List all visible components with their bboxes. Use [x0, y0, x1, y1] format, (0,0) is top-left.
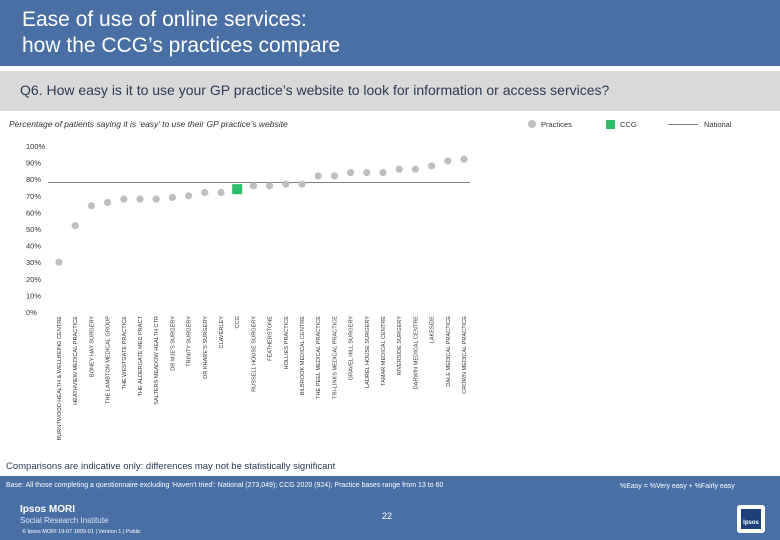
- category-label: LAKESIDE: [430, 316, 436, 344]
- y-tick-label: 100%: [26, 142, 46, 151]
- ipsos-logo-text: Ipsos: [741, 509, 761, 529]
- practice-marker: [363, 168, 371, 177]
- copyright-text: © Ipsos MORI 19-07 1809-01 | Version 1 |…: [22, 529, 141, 535]
- practice-marker: [395, 165, 403, 173]
- slide-title-line-2: how the CCG’s practices compare: [22, 34, 341, 57]
- legend-ccg-label: CCG: [620, 119, 637, 129]
- practice-marker: [282, 180, 290, 188]
- ipsos-logo-icon: Ipsos: [737, 505, 765, 533]
- y-tick-label: 50%: [26, 225, 41, 234]
- category-label: THE WESTGATE PRACTICE: [122, 316, 128, 390]
- practice-marker: [379, 168, 387, 177]
- category-label: BONEY HAY SURGERY: [89, 316, 95, 377]
- category-label: SALTERS MEADOW HEALTH CTR: [154, 316, 160, 405]
- legend-practices-label: Practices: [541, 119, 572, 129]
- easy-definition: %Easy = %Very easy + %Fairly easy: [620, 483, 735, 490]
- y-tick-label: 0%: [26, 308, 37, 317]
- category-label: GRAVEL HILL SURGERY: [349, 316, 355, 381]
- category-label: THE PEEL MEDICAL PRACTICE: [316, 316, 322, 399]
- category-label: CCG: [235, 316, 241, 328]
- practice-marker: [104, 198, 112, 207]
- practice-marker-icon: [528, 120, 536, 128]
- legend-ccg: CCG: [606, 117, 637, 131]
- category-label: CLAVERLEY: [219, 316, 225, 349]
- y-tick-label: 90%: [26, 159, 41, 168]
- y-tick-label: 60%: [26, 208, 41, 217]
- category-label: HOLLIES PRACTICE: [284, 316, 290, 370]
- y-tick-label: 30%: [26, 258, 41, 267]
- legend-national-label: National: [704, 119, 732, 129]
- practice-marker: [249, 182, 257, 190]
- question-text: Q6. How easy is it to use your GP practi…: [20, 82, 610, 98]
- category-label: TRI-LINKS MEDICAL PRACTICE: [332, 316, 338, 399]
- question-bar: Q6. How easy is it to use your GP practi…: [0, 71, 780, 111]
- practice-marker: [347, 168, 355, 177]
- practice-marker: [185, 192, 193, 200]
- category-label: CROWN MEDICAL PRACTICE: [462, 316, 468, 394]
- national-line-icon: [668, 123, 698, 125]
- y-tick-label: 70%: [26, 192, 41, 201]
- base-note: Base: All those completing a questionnai…: [6, 482, 444, 489]
- slide-title-line-1: Ease of use of online services:: [22, 8, 307, 31]
- y-tick-label: 80%: [26, 175, 41, 184]
- practice-marker: [298, 180, 306, 188]
- category-label: DARWIN MEDICAL CENTRE: [413, 316, 419, 390]
- practice-marker: [120, 195, 128, 203]
- category-label: TAMAR MEDICAL CENTRE: [381, 316, 387, 386]
- practice-marker: [152, 195, 160, 203]
- page-number: 22: [382, 511, 393, 521]
- practice-marker: [428, 162, 436, 170]
- category-label: DALE MEDICAL PRACTICE: [446, 316, 452, 387]
- base-bar: Base: All those completing a questionnai…: [0, 476, 780, 498]
- comparisons-note: Comparisons are indicative only: differe…: [6, 461, 336, 472]
- ipsos-mori-logo: Ipsos MORI: [20, 504, 76, 515]
- category-label: DR KHARE'S SURGERY: [203, 316, 209, 379]
- practice-marker: [444, 157, 452, 165]
- practice-marker: [87, 202, 95, 210]
- category-label: DR MJE'S SURGERY: [170, 316, 176, 371]
- category-label: RUSSELL HOUSE SURGERY: [251, 316, 257, 392]
- slide-header: Ease of use of online services: how the …: [0, 0, 780, 66]
- practice-marker: [460, 155, 468, 163]
- practice-marker: [71, 222, 79, 230]
- ccg-marker-icon: [606, 119, 615, 129]
- practice-marker: [217, 188, 225, 197]
- category-label: HEATHVIEW MEDICAL PRACTICE: [73, 316, 79, 405]
- practice-marker: [55, 258, 63, 266]
- practice-marker: [168, 193, 176, 202]
- category-label: RIVERSIDE SURGERY: [397, 316, 403, 376]
- practice-marker: [266, 182, 274, 190]
- chart-subtitle: Percentage of patients saying it is ‘eas…: [9, 119, 288, 129]
- legend-national: National: [668, 117, 732, 131]
- practice-marker: [201, 188, 209, 197]
- category-label: BILBROOK MEDICAL CENTRE: [300, 316, 306, 396]
- slide-footer: Ipsos MORI Social Research Institute © I…: [0, 498, 780, 540]
- category-label: THE LAMBTON MEDICAL GROUP: [106, 316, 112, 404]
- category-label: LAUREL HOUSE SURGERY: [365, 316, 371, 388]
- practice-marker: [136, 195, 144, 203]
- sri-logo-text: Social Research Institute: [20, 516, 109, 525]
- category-label: BURNTWOOD HEALTH & WELLBEING CENTRE: [57, 316, 63, 441]
- legend-practices: Practices: [528, 117, 572, 131]
- category-label: FEATHERSTONE: [268, 316, 274, 361]
- y-tick-label: 10%: [26, 291, 41, 300]
- practice-marker: [330, 172, 338, 180]
- y-tick-label: 40%: [26, 242, 41, 251]
- practice-marker: [314, 172, 322, 180]
- ccg-marker: [232, 184, 243, 195]
- practice-marker: [411, 165, 419, 173]
- category-label: TRINITY SURGERY: [187, 316, 193, 367]
- slide-title: Ease of use of online services: how the …: [22, 7, 340, 59]
- category-label: THE ALDERGATE MED PRACT: [138, 315, 144, 396]
- y-tick-label: 20%: [26, 275, 41, 284]
